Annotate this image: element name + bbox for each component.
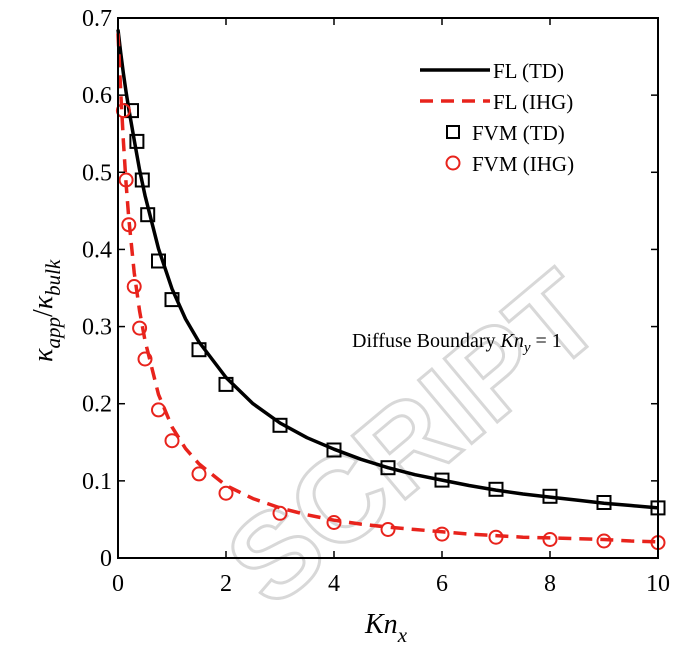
data-point-fvm-td bbox=[488, 481, 504, 497]
data-point-fvm-td bbox=[272, 417, 288, 433]
series-line-fl-ihg bbox=[116, 33, 659, 544]
data-point-fvm-ihg bbox=[326, 515, 342, 530]
x-label-main: Kn bbox=[364, 609, 398, 640]
axis-ticks: 0 2 4 6 8 10 0 0.1 0.2 0.3 0.4 0.5 0.6 0.7 bbox=[82, 6, 670, 597]
data-point-fvm-td bbox=[326, 442, 342, 458]
x-tick-label: 2 bbox=[220, 571, 232, 597]
y-tick-label: 0.3 bbox=[82, 315, 112, 341]
y-label-sub-2: bulk bbox=[41, 259, 65, 296]
data-point-fvm-td bbox=[191, 342, 207, 358]
data-point-fvm-td bbox=[151, 253, 166, 269]
data-point-fvm-ihg bbox=[137, 351, 153, 367]
annotation-math-sub: y bbox=[522, 340, 531, 356]
legend-swatch-fvm-td bbox=[446, 125, 460, 139]
data-point-fvm-ihg bbox=[380, 522, 396, 537]
y-tick-label: 0.2 bbox=[82, 392, 112, 418]
annotation: Diffuse Boundary Kny = 1 bbox=[352, 330, 562, 356]
x-tick-label: 10 bbox=[646, 571, 670, 597]
data-point-fvm-td bbox=[596, 495, 612, 510]
data-point-fvm-ihg bbox=[434, 526, 450, 542]
data-point-fvm-ihg bbox=[596, 533, 612, 549]
annotation-math: Kn bbox=[500, 330, 524, 352]
data-point-fvm-td bbox=[542, 488, 558, 504]
annotation-text: Diffuse Boundary bbox=[352, 330, 501, 352]
data-point-fvm-ihg bbox=[126, 279, 142, 294]
y-label-sub-1: app bbox=[41, 317, 65, 349]
data-point-fvm-ihg bbox=[218, 485, 234, 501]
data-point-fvm-td bbox=[218, 376, 234, 392]
annotation-math-tail: = 1 bbox=[531, 330, 562, 352]
data-point-fvm-ihg bbox=[272, 505, 288, 521]
y-tick-label: 0.5 bbox=[82, 160, 112, 186]
data-point-fvm-ihg bbox=[132, 320, 148, 336]
x-tick-label: 0 bbox=[112, 571, 124, 597]
data-point-fvm-ihg bbox=[115, 103, 131, 119]
data-point-fvm-td bbox=[434, 472, 450, 488]
legend-label-fl-td: FL (TD) bbox=[493, 59, 564, 83]
legend-label-fvm-td: FVM (TD) bbox=[472, 121, 565, 145]
axes-frame bbox=[117, 17, 659, 559]
legend-label-fvm-ihg: FVM (IHG) bbox=[472, 152, 574, 176]
data-point-fvm-ihg bbox=[151, 402, 166, 418]
data-point-fvm-td bbox=[129, 133, 145, 149]
data-point-fvm-ihg bbox=[542, 532, 558, 547]
data-point-fvm-td bbox=[380, 460, 396, 476]
data-point-fvm-td bbox=[164, 292, 180, 308]
data-point-fvm-td bbox=[124, 103, 139, 119]
watermark: SCRIPT bbox=[202, 246, 625, 632]
data-point-fvm-ihg bbox=[488, 529, 504, 545]
y-label-kappa-1: κ bbox=[28, 348, 59, 362]
data-point-fvm-ihg bbox=[118, 172, 134, 188]
y-tick-label: 0.6 bbox=[82, 83, 112, 109]
x-tick-label: 6 bbox=[436, 571, 448, 597]
data-point-fvm-td bbox=[134, 172, 150, 188]
x-tick-label: 8 bbox=[544, 571, 556, 597]
y-axis-label: κapp/κbulk bbox=[28, 259, 65, 362]
plot-area bbox=[115, 29, 666, 551]
y-label-slash: / bbox=[28, 309, 59, 317]
series-line-fl-td bbox=[116, 29, 659, 510]
data-point-fvm-td bbox=[140, 207, 156, 223]
y-tick-label: 0.1 bbox=[82, 469, 112, 495]
y-tick-label: 0.4 bbox=[82, 237, 112, 263]
data-point-fvm-ihg bbox=[191, 466, 207, 482]
x-axis-label: Knx bbox=[364, 609, 408, 647]
legend-swatch-fvm-ihg bbox=[445, 155, 461, 171]
x-tick-label: 4 bbox=[328, 571, 340, 597]
x-label-sub: x bbox=[397, 623, 408, 647]
y-tick-label: 0 bbox=[100, 546, 112, 572]
data-point-fvm-ihg bbox=[121, 217, 137, 233]
y-label-kappa-2: κ bbox=[28, 295, 59, 309]
y-tick-label: 0.7 bbox=[82, 6, 112, 32]
data-point-fvm-ihg bbox=[164, 433, 180, 449]
legend-label-fl-ihg: FL (IHG) bbox=[493, 90, 573, 114]
legend: FL (TD) FL (IHG) FVM (TD) FVM (IHG) bbox=[420, 59, 574, 176]
